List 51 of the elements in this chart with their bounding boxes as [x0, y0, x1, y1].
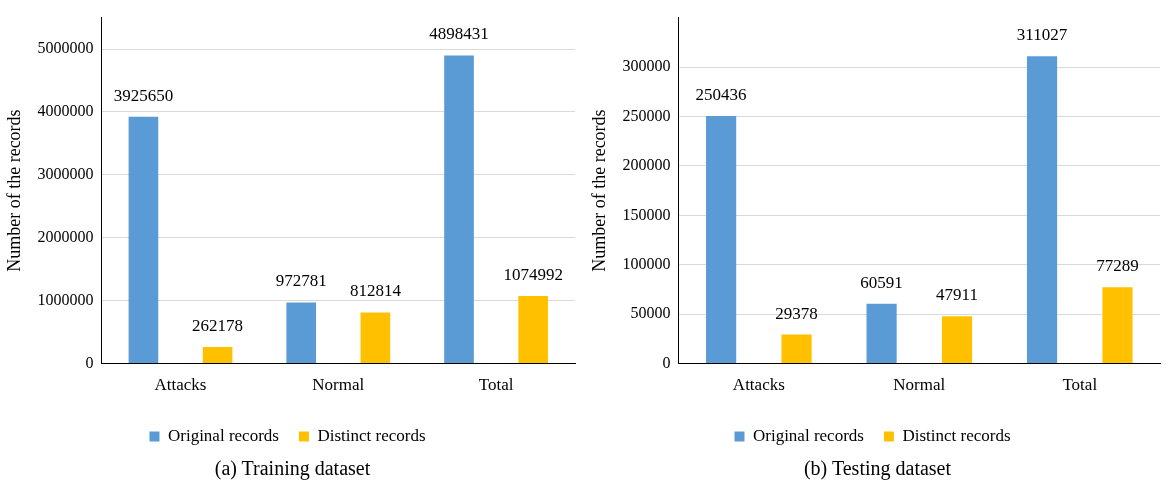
y-tick-label: 250000	[622, 106, 671, 124]
x-tick-label: Attacks	[154, 375, 207, 395]
data-label: 1074992	[503, 264, 563, 284]
data-label: 60591	[860, 272, 903, 292]
y-tick-label: 2000000	[37, 227, 94, 245]
y-tick-label: 5000000	[37, 39, 94, 57]
data-label: 77289	[1096, 256, 1139, 276]
data-label: 29378	[775, 303, 818, 323]
y-tick-label: 4000000	[37, 102, 94, 120]
y-tick-label: 150000	[622, 205, 671, 223]
y-tick-label: 0	[662, 353, 671, 371]
bar	[781, 334, 812, 364]
data-label: 250436	[695, 84, 747, 104]
bar	[866, 303, 897, 364]
y-tick-label: 200000	[622, 156, 671, 174]
y-tick-label: 100000	[622, 254, 671, 272]
x-tick-label: Normal	[312, 375, 365, 395]
x-tick-label: Attacks	[732, 375, 785, 395]
y-tick-label: 3000000	[37, 165, 94, 183]
y-tick-label: 300000	[622, 57, 671, 75]
text: (a) Training dataset	[213, 457, 372, 480]
bar	[444, 55, 474, 364]
legend-label: Distinct records	[317, 425, 426, 445]
bar	[1026, 56, 1058, 364]
x-tick-label: Total	[478, 375, 514, 395]
data-label: 4898431	[429, 24, 489, 44]
y-tick-label: 50000	[630, 304, 671, 322]
bar	[941, 316, 973, 364]
legend-label: Original records	[167, 425, 279, 445]
y-tick-label: 0	[85, 353, 94, 371]
y-tick-label: 1000000	[37, 290, 94, 308]
x-tick-label: Total	[1062, 375, 1098, 395]
bar	[706, 116, 737, 364]
data-label: 3925650	[113, 85, 174, 105]
data-label: 812814	[349, 281, 402, 301]
data-label: 262178	[192, 316, 244, 336]
y-axis-title: Number of the records	[3, 109, 24, 272]
bar	[1102, 287, 1133, 364]
bar	[202, 347, 233, 364]
bar	[286, 302, 317, 364]
bar	[518, 295, 549, 364]
legend-label: Distinct records	[902, 425, 1011, 445]
data-label: 47911	[936, 285, 978, 305]
bar	[128, 116, 159, 364]
legend-label: Original records	[752, 425, 864, 445]
text: (b) Testing dataset	[802, 457, 953, 480]
bar	[360, 312, 391, 364]
data-label: 311027	[1016, 25, 1068, 45]
x-tick-label: Normal	[893, 375, 946, 395]
y-axis-title: Number of the records	[588, 109, 609, 272]
data-label: 972781	[275, 271, 327, 291]
